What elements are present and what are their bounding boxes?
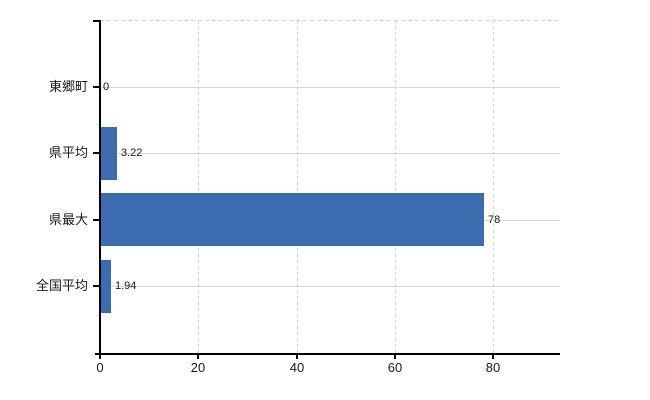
x-tick-label: 60	[387, 360, 403, 375]
bar	[101, 260, 111, 313]
h-gridline	[100, 286, 560, 287]
plot-top-border	[100, 20, 560, 21]
h-gridline	[100, 87, 560, 88]
y-axis-top-tick	[93, 20, 100, 22]
bar	[101, 127, 117, 180]
bar-value-label: 1.94	[115, 280, 137, 292]
x-tick-label: 0	[96, 360, 104, 375]
y-tick	[93, 152, 100, 154]
h-gridline	[100, 153, 560, 154]
x-tick	[492, 353, 494, 359]
v-gridline	[198, 20, 199, 353]
x-axis-line	[95, 353, 560, 355]
x-tick-label: 80	[485, 360, 501, 375]
x-tick	[394, 353, 396, 359]
x-tick	[197, 353, 199, 359]
y-tick	[93, 86, 100, 88]
category-label: 県最大	[48, 212, 88, 227]
y-axis-line	[99, 20, 101, 354]
category-label: 全国平均	[35, 278, 88, 293]
x-tick-label: 20	[190, 360, 206, 375]
bar-value-label: 78	[488, 214, 501, 226]
bar-value-label: 0	[103, 81, 110, 93]
x-tick	[99, 353, 101, 359]
category-label: 東郷町	[48, 79, 88, 94]
bar	[101, 193, 484, 246]
category-label: 県平均	[48, 145, 88, 160]
y-tick	[93, 219, 100, 221]
x-tick	[296, 353, 298, 359]
y-tick	[93, 285, 100, 287]
x-tick-label: 40	[289, 360, 305, 375]
bar-value-label: 3.22	[121, 147, 143, 159]
v-gridline	[493, 20, 494, 353]
v-gridline	[297, 20, 298, 353]
v-gridline	[395, 20, 396, 353]
